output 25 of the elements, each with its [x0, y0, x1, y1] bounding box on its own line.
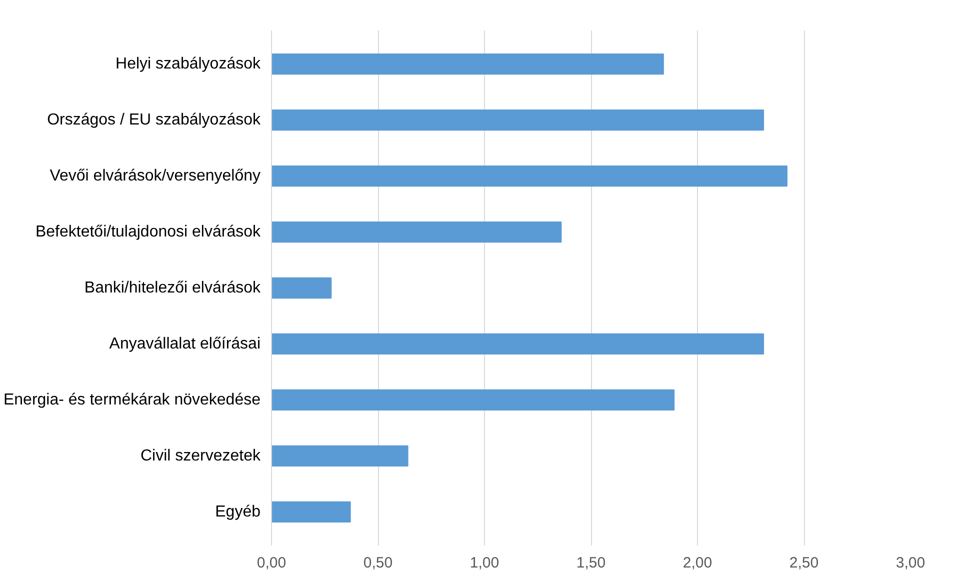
- y-tick-label: Egyéb: [215, 503, 261, 520]
- bar: [272, 389, 675, 411]
- bar: [272, 54, 664, 75]
- x-tick-label: 3,00: [896, 554, 926, 572]
- bar: [272, 109, 764, 131]
- bar: [272, 445, 408, 467]
- x-tick-label: 0,50: [363, 554, 393, 572]
- y-tick-label: Helyi szabályozások: [116, 56, 262, 73]
- y-tick-label: Banki/hitelezői elvárások: [84, 280, 262, 296]
- y-tick-label: Energia- és termékárak növekedése: [3, 391, 261, 408]
- x-tick-label: 0,00: [256, 554, 286, 572]
- x-tick-label: 2,00: [682, 554, 712, 572]
- bar: [272, 333, 764, 355]
- bar: [272, 221, 562, 243]
- y-tick-label: Országos / EU szabályozások: [47, 112, 262, 129]
- x-tick-label: 1,00: [470, 554, 500, 572]
- y-tick-label: Anyavállalat előírásai: [109, 335, 261, 352]
- y-tick-label: Civil szervezetek: [140, 447, 262, 464]
- x-tick-label: 1,50: [576, 554, 606, 572]
- x-tick-label: 2,50: [789, 554, 819, 572]
- bar: [272, 277, 332, 299]
- bar: [272, 165, 788, 187]
- y-tick-label: Vevői elvárások/versenyelőny: [50, 168, 260, 185]
- y-tick-label: Befektetői/tulajdonosi elvárások: [35, 224, 262, 241]
- bar: [272, 501, 351, 522]
